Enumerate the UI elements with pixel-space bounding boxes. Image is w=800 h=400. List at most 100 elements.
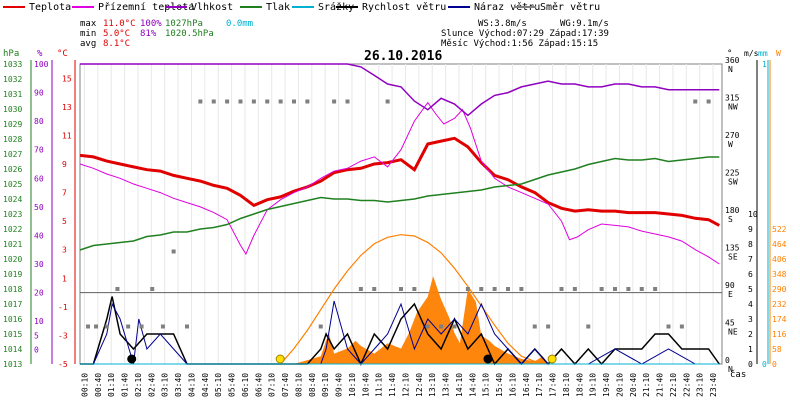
wind-direction-point [318, 324, 323, 329]
dir-tick-label: 315 [725, 94, 740, 103]
wind-direction-point [211, 99, 216, 104]
stat-min-temp: 5.0°C [103, 29, 131, 39]
legend-label: Teplota [29, 1, 72, 13]
series-line [79, 136, 721, 227]
wind-direction-point [626, 287, 631, 291]
pct-tick-label: 90 [34, 89, 44, 98]
stat-min-hum: 81% [140, 29, 157, 39]
dir-tick-label: SW [728, 178, 738, 187]
x-tick-label: 21:40 [656, 373, 665, 397]
x-tick-label: 08:40 [308, 373, 317, 397]
wind-direction-point [492, 287, 497, 291]
x-tick-label: 14:40 [468, 373, 477, 397]
legend-label: Přízemní teplota [98, 1, 195, 13]
wind-direction-point [532, 324, 537, 329]
temp-tick-label: -1 [58, 303, 68, 312]
x-tick-label: 15:10 [482, 373, 491, 397]
temp-tick-label: 1 [62, 274, 67, 283]
hpa-axis-title: hPa [3, 49, 19, 59]
dir-tick-label: 270 [725, 131, 740, 140]
x-tick-label: 02:10 [134, 373, 143, 397]
x-tick-label: 17:40 [549, 373, 558, 397]
series-line [79, 101, 720, 265]
ms-tick-label: 8 [748, 240, 753, 249]
series-line [79, 156, 720, 251]
pct-tick-label: 70 [34, 146, 44, 155]
wind-direction-point [399, 287, 403, 291]
wind-direction-point [412, 287, 417, 291]
w-tick-label: 406 [772, 255, 787, 264]
temp-axis-title: °C [57, 49, 68, 59]
x-tick-label: 18:40 [575, 373, 584, 397]
hpa-tick-label: 1028 [3, 135, 22, 144]
x-tick-label: 20:10 [615, 373, 624, 397]
wind-direction-point [666, 324, 671, 329]
x-tick-label: 13:40 [442, 373, 451, 397]
x-tick-label: 09:40 [335, 373, 344, 397]
hpa-tick-label: 1030 [3, 105, 22, 114]
wind-direction-point [94, 324, 99, 329]
legend-swatch [336, 6, 358, 8]
x-tick-label: 12:10 [401, 373, 410, 397]
x-tick-label: 00:40 [94, 373, 103, 397]
legend-swatch [72, 6, 94, 8]
pct-tick-label: 60 [34, 174, 44, 183]
w-tick-label: 174 [772, 315, 787, 324]
hpa-tick-label: 1021 [3, 240, 22, 249]
pct-tick-label: 40 [34, 231, 44, 240]
stat-max-rain: 0.0mm [226, 19, 254, 29]
legend-item: Přízemní teplota [72, 1, 194, 13]
wind-direction-point [385, 99, 390, 104]
ms-tick-label: 1 [748, 345, 753, 354]
wind-direction-point [519, 287, 524, 291]
moonrise-marker [127, 354, 137, 364]
x-tick-label: 08:10 [294, 373, 303, 397]
w-tick-label: 464 [772, 240, 787, 249]
mm-axis-title: mm [758, 49, 768, 58]
hpa-tick-label: 1033 [3, 60, 22, 69]
x-tick-label: 09:10 [321, 373, 330, 397]
wind-direction-point [572, 287, 577, 291]
w-tick-label: 116 [772, 330, 787, 339]
pct-tick-label: 10 [34, 317, 44, 326]
wind-direction-point [679, 324, 684, 329]
w-tick-label: 522 [772, 225, 787, 234]
x-tick-label: 11:40 [388, 373, 397, 397]
temp-tick-label: 13 [62, 103, 72, 112]
stat-max-label: max [80, 19, 97, 29]
ms-tick-label: 4 [748, 300, 753, 309]
stat-sun: Slunce Východ:07:29 Západ:17:39 [441, 29, 609, 39]
ms-tick-label: 10 [748, 210, 758, 219]
x-tick-label: 00:10 [80, 373, 89, 397]
chart-title: 26.10.2016 [364, 49, 442, 64]
hpa-tick-label: 1027 [3, 150, 22, 159]
hpa-tick-label: 1013 [3, 360, 22, 369]
temp-tick-label: 11 [62, 131, 72, 140]
wind-direction-point [425, 324, 430, 329]
w-axis-title: W [776, 49, 781, 58]
stats-panel: max 11.0°C 100% 1027hPa 0.0mm min 5.0°C … [0, 16, 800, 56]
pct-axis-title: % [37, 49, 43, 59]
x-tick-label: 07:40 [281, 373, 290, 397]
temp-tick-label: 9 [62, 160, 67, 169]
legend-swatch [292, 6, 314, 8]
x-tick-label: 07:10 [268, 373, 277, 397]
wind-direction-point [225, 99, 230, 104]
legend-swatch [3, 6, 25, 8]
temp-tick-label: 3 [62, 246, 67, 255]
x-tick-label: 17:10 [535, 373, 544, 397]
x-tick-label: 19:40 [602, 373, 611, 397]
wind-direction-point [332, 99, 337, 104]
wind-direction-point [599, 287, 604, 291]
pct-tick-label: 5 [34, 331, 39, 340]
x-tick-label: 12:40 [415, 373, 424, 397]
x-tick-label: 23:10 [696, 373, 705, 397]
dir-tick-label: 90 [725, 281, 735, 290]
wind-direction-point [653, 287, 658, 291]
wind-direction-point [546, 324, 551, 329]
dir-tick-label: 135 [725, 244, 740, 253]
legend-label: Náraz větru [474, 1, 541, 13]
ms-tick-label: 9 [748, 225, 753, 234]
